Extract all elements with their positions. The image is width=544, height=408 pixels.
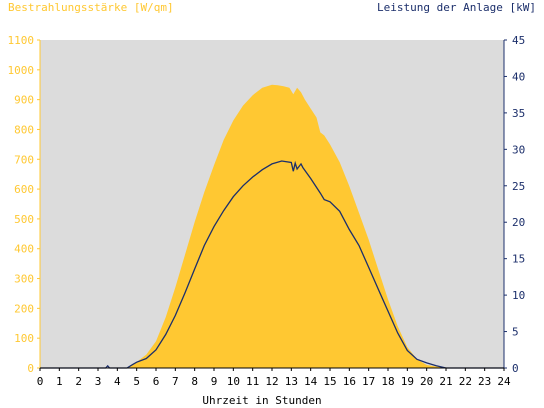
x-tick-label: 23 xyxy=(478,375,491,388)
x-axis-label: Uhrzeit in Stunden xyxy=(202,394,321,407)
right-tick-label: 0 xyxy=(512,362,519,375)
x-tick-label: 10 xyxy=(227,375,240,388)
irradiance-area xyxy=(40,84,504,368)
left-tick-label: 100 xyxy=(14,332,34,345)
x-tick-label: 14 xyxy=(304,375,318,388)
right-axis-title: Leistung der Anlage [kW] xyxy=(377,1,536,14)
x-tick-label: 12 xyxy=(265,375,278,388)
right-tick-label: 10 xyxy=(512,289,525,302)
right-tick-label: 30 xyxy=(512,143,525,156)
x-tick-label: 20 xyxy=(420,375,433,388)
left-axis-title: Bestrahlungsstärke [W/qm] xyxy=(8,1,174,14)
left-tick-label: 500 xyxy=(14,213,34,226)
power-line xyxy=(40,160,504,369)
left-tick-label: 400 xyxy=(14,243,34,256)
x-tick-label: 4 xyxy=(114,375,121,388)
x-tick-label: 24 xyxy=(497,375,511,388)
x-tick-label: 13 xyxy=(285,375,298,388)
x-tick-label: 11 xyxy=(246,375,259,388)
x-tick-label: 6 xyxy=(153,375,160,388)
x-tick-label: 1 xyxy=(56,375,63,388)
right-tick-label: 25 xyxy=(512,180,525,193)
x-tick-label: 9 xyxy=(211,375,218,388)
left-tick-label: 1100 xyxy=(8,34,35,47)
left-tick-label: 200 xyxy=(14,302,34,315)
x-tick-label: 17 xyxy=(362,375,375,388)
x-tick-label: 8 xyxy=(191,375,198,388)
right-tick-label: 5 xyxy=(512,326,519,339)
x-tick-label: 3 xyxy=(95,375,102,388)
right-tick-label: 15 xyxy=(512,253,525,266)
right-tick-label: 35 xyxy=(512,107,525,120)
x-tick-label: 19 xyxy=(401,375,414,388)
x-tick-label: 5 xyxy=(133,375,140,388)
x-tick-label: 21 xyxy=(439,375,452,388)
x-tick-label: 0 xyxy=(37,375,44,388)
left-tick-label: 700 xyxy=(14,153,34,166)
right-tick-label: 40 xyxy=(512,70,525,83)
x-tick-label: 15 xyxy=(323,375,336,388)
x-tick-label: 16 xyxy=(343,375,356,388)
x-tick-label: 2 xyxy=(75,375,82,388)
x-tick-label: 22 xyxy=(459,375,472,388)
left-tick-label: 800 xyxy=(14,123,34,136)
right-tick-label: 45 xyxy=(512,34,525,47)
x-tick-label: 7 xyxy=(172,375,179,388)
left-tick-label: 600 xyxy=(14,183,34,196)
left-tick-label: 300 xyxy=(14,273,34,286)
left-tick-label: 1000 xyxy=(8,64,35,77)
x-tick-label: 18 xyxy=(381,375,394,388)
left-tick-label: 0 xyxy=(27,362,34,375)
left-tick-label: 900 xyxy=(14,94,34,107)
right-tick-label: 20 xyxy=(512,216,525,229)
